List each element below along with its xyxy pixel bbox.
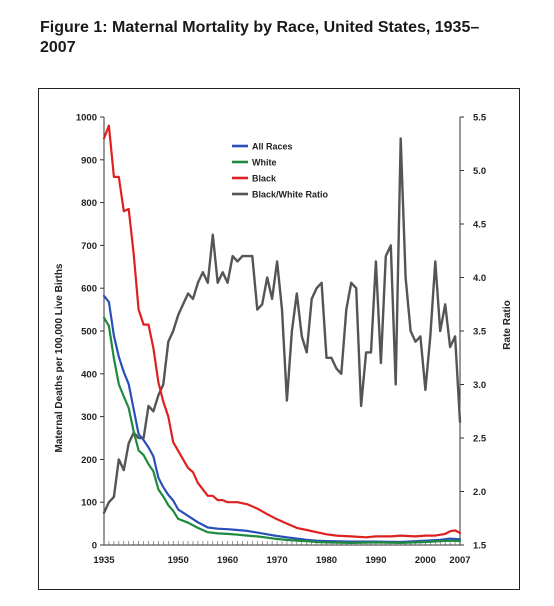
x-tick-label: 1960 xyxy=(217,555,238,566)
x-tick-label: 1990 xyxy=(365,555,386,566)
y-tick-label: 400 xyxy=(81,369,97,380)
y-tick-label: 100 xyxy=(81,498,97,509)
y2-tick-label: 1.5 xyxy=(473,541,487,552)
y2-tick-label: 5.5 xyxy=(473,113,487,124)
x-tick-label: 1950 xyxy=(168,555,189,566)
x-tick-label: 2000 xyxy=(415,555,436,566)
chart-frame xyxy=(38,88,520,590)
y-axis-label: Maternal Deaths per 100,000 Live Births xyxy=(54,263,65,452)
y-tick-label: 1000 xyxy=(76,113,97,124)
y-tick-label: 200 xyxy=(81,455,97,466)
series-line-black xyxy=(102,124,462,539)
y-tick-label: 600 xyxy=(81,284,97,295)
x-tick-label: 1935 xyxy=(93,555,115,566)
figure-title: Figure 1: Maternal Mortality by Race, Un… xyxy=(40,19,480,56)
y2-axis-label: Rate Ratio xyxy=(502,300,513,349)
y-tick-label: 0 xyxy=(92,541,97,552)
legend-label: All Races xyxy=(252,142,293,152)
legend-label: White xyxy=(252,158,277,168)
series-layer xyxy=(102,124,462,545)
y2-tick-label: 5.0 xyxy=(473,166,486,177)
x-tick-label: 2007 xyxy=(449,555,470,566)
y2-tick-label: 4.0 xyxy=(473,273,486,284)
y2-tick-label: 4.5 xyxy=(473,220,487,231)
series-line-all-races xyxy=(102,294,462,544)
axes: 0 100 200 300 400 500 600 700 800 900 1000 1.5 2.0 2.… xyxy=(76,113,487,567)
series-line-black-white-ratio xyxy=(102,137,462,515)
y2-tick-label: 2.5 xyxy=(473,434,487,445)
x-tick-label: 1980 xyxy=(316,555,337,566)
y2-tick-label: 3.5 xyxy=(473,327,487,338)
y-tick-label: 700 xyxy=(81,241,97,252)
series-line-white xyxy=(102,316,462,545)
y2-tick-label: 2.0 xyxy=(473,487,486,498)
y-tick-label: 900 xyxy=(81,155,97,166)
y-tick-label: 300 xyxy=(81,412,97,423)
legend: All Races White Black Black/White Ratio xyxy=(232,142,329,200)
y-tick-label: 500 xyxy=(81,327,97,338)
y2-tick-label: 3.0 xyxy=(473,380,486,391)
legend-label: Black/White Ratio xyxy=(252,190,329,200)
x-tick-label: 1970 xyxy=(266,555,287,566)
y-tick-label: 800 xyxy=(81,198,97,209)
legend-label: Black xyxy=(252,174,277,184)
